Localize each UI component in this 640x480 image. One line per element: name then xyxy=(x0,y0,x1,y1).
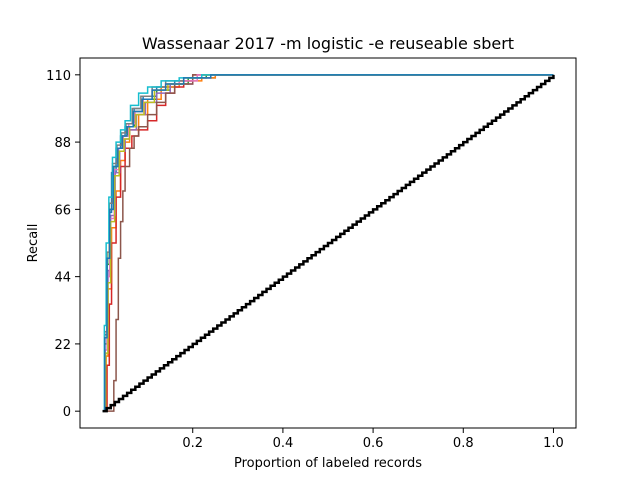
baseline-layer xyxy=(102,74,555,413)
recall-curve-11 xyxy=(102,74,554,412)
x-tick-label: 0.8 xyxy=(453,436,474,451)
y-tick-label: 66 xyxy=(54,203,71,218)
recall-curve-10 xyxy=(102,74,554,412)
x-tick-label: 0.4 xyxy=(273,436,294,451)
y-axis: 0 22 44 66 88 110 xyxy=(46,69,80,420)
y-axis-title: Recall xyxy=(26,224,41,263)
plot-frame xyxy=(79,57,577,429)
x-tick-label: 0.6 xyxy=(363,436,384,451)
y-tick-label: 22 xyxy=(54,338,71,353)
series-layer xyxy=(102,74,554,412)
chart-title: Wassenaar 2017 -m logistic -e reuseable … xyxy=(142,34,514,53)
x-tick-label: 0.2 xyxy=(182,436,203,451)
y-tick-label: 110 xyxy=(46,69,71,84)
y-tick-label: 0 xyxy=(63,405,71,420)
x-axis: 0.2 0.4 0.6 0.8 1.0 xyxy=(182,428,564,451)
random-baseline xyxy=(102,74,555,413)
y-tick-label: 88 xyxy=(54,136,71,151)
y-tick-label: 44 xyxy=(54,271,71,286)
recall-curve-6 xyxy=(102,74,554,412)
x-tick-label: 1.0 xyxy=(543,436,564,451)
x-axis-title: Proportion of labeled records xyxy=(234,456,422,471)
